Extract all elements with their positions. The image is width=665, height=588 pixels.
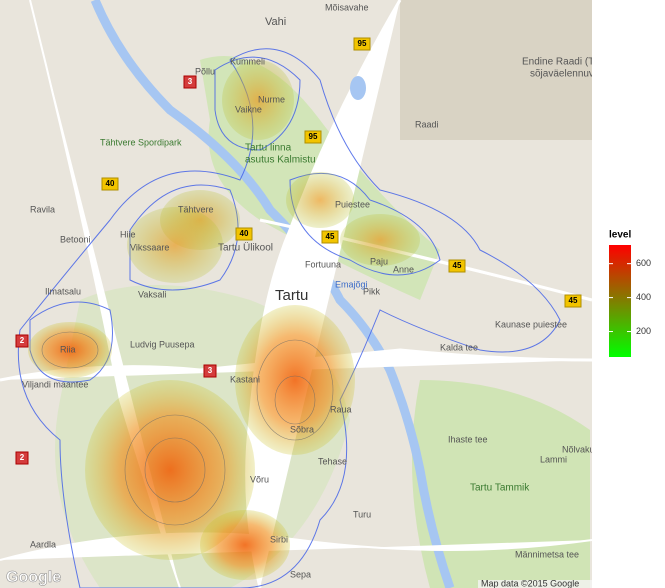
density-overlay [17,48,561,588]
street-label: Viljandi maantee [22,379,88,389]
street-label: Tehase [318,456,347,466]
street-label: Männimetsa tee [515,549,579,559]
street-label: Pikk [363,286,381,296]
road-number: 45 [453,261,462,270]
street-label: Lammi [540,454,567,464]
street-label: Puiestee [335,199,370,209]
street-label: Ihaste tee [448,434,488,444]
google-logo: Google [6,569,61,586]
street-label: Ravila [30,204,55,214]
road-number: 2 [20,336,25,345]
legend-title: level [609,230,631,241]
street-label: Nõlvaku [562,444,595,454]
street-label: Vaikne [235,104,262,114]
street-label: Paju [370,256,388,266]
road-number: 40 [240,229,249,238]
place-label: Mõisavahe [325,2,369,12]
attribution: Map data ©2015 Google [481,578,579,588]
street-label: Põllu [195,66,215,76]
city-label: Tartu [275,287,308,304]
street-label: Riia [60,344,76,354]
place-label: asutus Kalmistu [245,155,316,166]
legend-tick-label: 400 [636,292,651,302]
street-label: Ilmatsalu [45,286,81,296]
street-label: Anne [393,264,414,274]
road-number: 95 [358,39,367,48]
river-label: Emajõgi [335,279,368,289]
street-label: Hiie [120,229,136,239]
road-number: 3 [188,77,193,86]
place-label: Vahi [265,16,286,28]
street-label: Turu [353,509,371,519]
street-label: Raadi [415,119,439,129]
road-number: 40 [106,179,115,188]
street-label: Tähtvere [178,204,214,214]
road-shields: 95 95 40 40 45 45 45 3 3 2 2 [15,37,582,465]
place-label: sõjaväelennuv [530,69,594,80]
place-labels: Vahi Mõisavahe Kummeli Põllu Nurme Vaikn… [22,2,595,579]
place-label: Endine Raadi (T [522,57,594,68]
road-number: 3 [208,366,213,375]
road-number: 45 [569,296,578,305]
legend-tick-label: 200 [636,326,651,336]
street-label: Aardla [30,539,56,549]
street-label: Ludvig Puusepa [130,339,195,349]
place-label: Tartu Ülikool [218,242,273,254]
street-label: Vikssaare [130,242,169,252]
street-label: Betooni [60,234,91,244]
street-label: Vaksali [138,289,166,299]
street-label: Raua [330,404,352,414]
road-number: 2 [20,453,25,462]
attribution-bg [478,580,592,588]
street-label: Sirbi [270,534,288,544]
road-number: 95 [309,132,318,141]
street-label: Sõbra [290,424,314,434]
street-label: Võru [250,474,269,484]
legend: 200 400 600 [609,245,651,357]
street-label: Kummeli [230,56,265,66]
street-label: Nurme [258,94,285,104]
street-label: Kastani [230,374,260,384]
road-number: 45 [326,232,335,241]
street-label: Kalda tee [440,342,478,352]
place-label: Tartu Tammik [470,483,530,494]
colorbar [609,245,631,357]
place-label: Tähtvere Spordipark [100,137,182,147]
legend-tick-label: 600 [636,258,651,268]
place-label: Tartu linna [245,143,292,154]
street-label: Fortuuna [305,259,341,269]
street-label: Kaunase puiestee [495,319,567,329]
street-label: Sepa [290,569,311,579]
